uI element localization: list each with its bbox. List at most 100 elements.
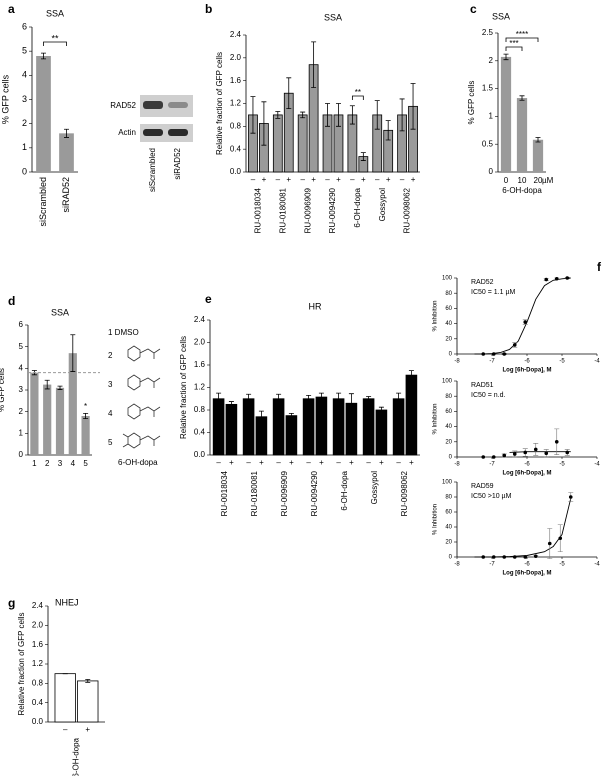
- series-label: –: [246, 458, 251, 467]
- y-tick-label: 60: [445, 409, 452, 415]
- significance-bracket: [43, 41, 67, 46]
- x-tick-label: 3: [58, 459, 63, 468]
- significance-bracket: [351, 95, 364, 100]
- y-tick-label: 1.2: [230, 99, 242, 108]
- y-tick-label: 0.8: [194, 405, 206, 414]
- significance-label: **: [51, 33, 59, 43]
- y-tick-label: 0.0: [230, 167, 242, 176]
- x-tick-label: 20: [534, 176, 543, 185]
- error-bar: [366, 396, 372, 402]
- y-tick-label: 0.8: [32, 678, 44, 687]
- y-tick-label: 40: [445, 525, 452, 531]
- x-tick-label: RU-0098062: [403, 187, 412, 233]
- y-tick-label: 5: [19, 342, 24, 351]
- series-label: –: [336, 458, 341, 467]
- blot-band: [143, 101, 163, 109]
- y-tick-label: 5: [22, 46, 27, 56]
- data-point: [502, 352, 507, 356]
- error-bar: [503, 53, 509, 61]
- y-tick-label: 2.0: [230, 53, 242, 62]
- series-label: +: [409, 458, 414, 467]
- y-tick-label: 1.6: [32, 640, 44, 649]
- fit-curve: [474, 498, 572, 558]
- x-tick-label: -7: [489, 562, 495, 568]
- compound-label: 5: [108, 438, 113, 447]
- data-point: [491, 352, 496, 356]
- panel-letter: a: [8, 2, 15, 16]
- error-bar: [408, 370, 414, 381]
- panel-letter: b: [205, 2, 212, 16]
- y-tick-label: 20: [445, 439, 452, 445]
- data-point: [491, 555, 496, 559]
- data-point: [565, 450, 570, 455]
- series-label: –: [216, 458, 221, 467]
- data-point: [544, 451, 549, 456]
- series-label: +: [411, 175, 416, 184]
- blot-band: [143, 129, 163, 136]
- compound-name: 6-OH-dopa: [118, 458, 158, 467]
- y-tick-label: 0: [489, 167, 494, 176]
- x-unit: µM: [542, 176, 554, 185]
- y-tick-label: 1.5: [482, 84, 494, 93]
- y-tick-label: 6: [19, 320, 24, 329]
- error-bar: [318, 392, 324, 402]
- blot-box: [140, 124, 193, 142]
- bar: [302, 398, 315, 456]
- bar: [375, 409, 388, 456]
- error-bar: [306, 394, 312, 403]
- significance-bracket: [505, 37, 539, 42]
- compound-structures: 1 DMSO 2 3 4 5 6-OH-dopa: [108, 328, 161, 467]
- x-tick-label: RU-0180081: [278, 187, 287, 233]
- error-bar: [535, 137, 541, 143]
- x-tick-label: -4: [594, 462, 600, 468]
- y-tick-label: 100: [442, 276, 453, 282]
- x-tick-label: -8: [454, 359, 460, 365]
- y-tick-label: 40: [445, 424, 452, 430]
- y-tick-label: 4: [22, 70, 27, 80]
- error-bar: [399, 98, 405, 132]
- compound-label: 1 DMSO: [108, 328, 139, 337]
- error-bar: [378, 406, 384, 414]
- error-bar: [300, 111, 306, 119]
- chart-subtitle: IC50 = n.d.: [471, 392, 505, 399]
- y-tick-label: 2.4: [32, 601, 44, 610]
- y-tick-label: 80: [445, 394, 452, 400]
- error-bar: [348, 393, 354, 414]
- error-bar: [275, 111, 281, 119]
- error-bar: [360, 152, 366, 161]
- data-point: [512, 452, 517, 456]
- error-bar: [374, 100, 380, 130]
- error-bar: [41, 52, 46, 60]
- data-point: [502, 453, 507, 458]
- series-label: –: [276, 175, 281, 184]
- series-label: +: [286, 175, 291, 184]
- error-bar: [519, 95, 525, 101]
- series-label: –: [400, 175, 405, 184]
- bar: [272, 114, 283, 173]
- series-label: +: [361, 175, 366, 184]
- blot-lane-label: siScrambled: [148, 148, 157, 192]
- x-tick-label: 6-OH-dopa: [72, 737, 81, 776]
- data-point: [558, 536, 563, 541]
- y-tick-label: 100: [442, 379, 453, 385]
- bar: [225, 403, 238, 456]
- x-tick-label: 6-OH-dopa: [353, 187, 362, 227]
- y-tick-label: 0.0: [194, 450, 206, 459]
- bar: [242, 398, 255, 456]
- x-tick-label: 4: [71, 459, 76, 468]
- y-tick-label: 3: [22, 94, 27, 104]
- data-point: [523, 450, 528, 455]
- error-bar: [57, 385, 63, 390]
- y-tick-label: 2: [22, 118, 27, 128]
- blot-band: [168, 102, 188, 108]
- x-tick-label: -6: [524, 359, 530, 365]
- data-point: [481, 455, 486, 459]
- series-label: –: [63, 725, 68, 734]
- data-point: [533, 554, 538, 559]
- x-tick-label: RU-0018034: [254, 187, 263, 233]
- chart-title: HR: [309, 301, 322, 311]
- western-blot: RAD52 Actin siScrambled siRAD52: [110, 95, 193, 192]
- data-point: [512, 343, 517, 347]
- error-bar: [336, 392, 342, 405]
- x-tick-label: siRAD52: [61, 177, 71, 213]
